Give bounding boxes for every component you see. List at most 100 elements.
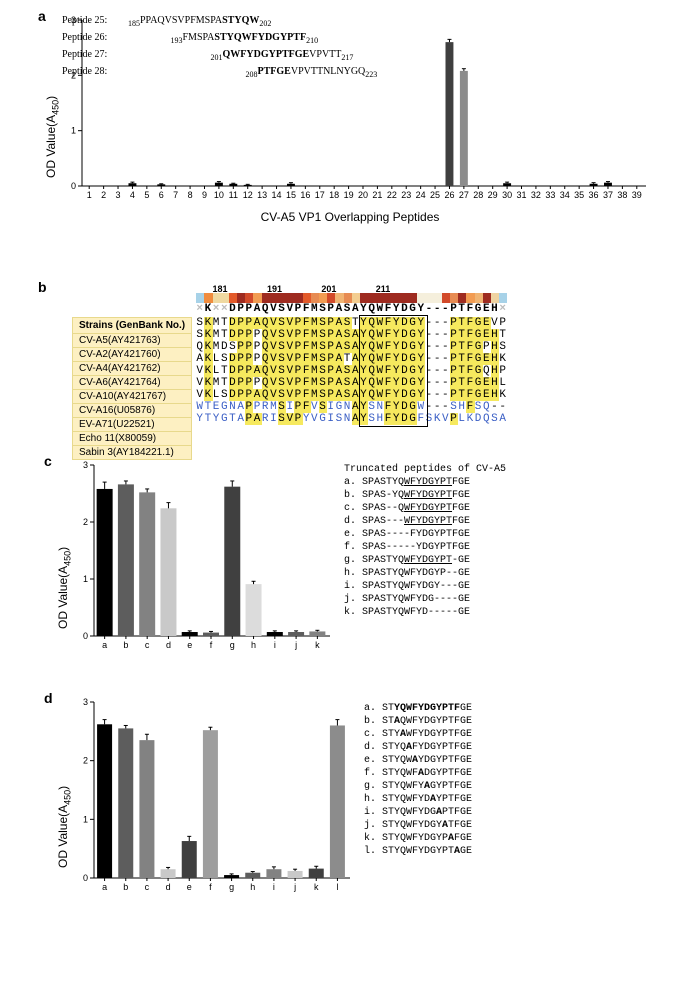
bar bbox=[309, 631, 325, 636]
panel-d-label: d bbox=[44, 690, 53, 706]
bar bbox=[97, 489, 113, 636]
svg-text:e: e bbox=[187, 882, 192, 892]
strain-name: CV-A16(U05876) bbox=[72, 404, 192, 418]
strain-name: CV-A10(AY421767) bbox=[72, 390, 192, 404]
seq-row: VKMTDPPPQVSVPFMSPASAYQWFYDGY---PTFGEHL bbox=[196, 377, 507, 389]
strain-name: CV-A5(AY421763) bbox=[72, 334, 192, 348]
svg-text:6: 6 bbox=[159, 190, 164, 200]
seq-row: WTEGNAPPRMSIPFVSIGNAYSNFYDGW---SHFSQ-- bbox=[196, 401, 507, 413]
seq-row: AKLSDPPPQVSVPFMSPATAYQWFYDGY---PTFGEHK bbox=[196, 353, 507, 365]
svg-text:d: d bbox=[166, 882, 171, 892]
svg-text:34: 34 bbox=[560, 190, 570, 200]
bar bbox=[215, 183, 223, 186]
svg-text:26: 26 bbox=[444, 190, 454, 200]
bar bbox=[161, 869, 176, 878]
strain-name: Sabin 3(AY184221.1) bbox=[72, 446, 192, 460]
peptide-row: j. STYQWFYDGYATFGE bbox=[364, 819, 472, 832]
bar bbox=[245, 873, 260, 878]
svg-text:l: l bbox=[336, 882, 338, 892]
svg-text:j: j bbox=[294, 640, 297, 650]
bar bbox=[97, 724, 112, 878]
svg-text:a: a bbox=[102, 640, 107, 650]
strain-name: CV-A2(AY421760) bbox=[72, 348, 192, 362]
bar bbox=[503, 183, 511, 186]
svg-text:18: 18 bbox=[329, 190, 339, 200]
seq-row: SKMTDPPPQVSVPFMSPASAYQWFYDGY---PTFGEHT bbox=[196, 329, 507, 341]
bar bbox=[139, 740, 154, 878]
svg-text:a: a bbox=[102, 882, 107, 892]
peptide-row: a. STYQWFYDGYPTFGE bbox=[364, 702, 472, 715]
svg-text:2: 2 bbox=[83, 756, 88, 766]
svg-text:10: 10 bbox=[214, 190, 224, 200]
svg-text:25: 25 bbox=[430, 190, 440, 200]
strain-header: Strains (GenBank No.) bbox=[72, 317, 192, 334]
svg-text:1: 1 bbox=[71, 126, 76, 136]
svg-text:20: 20 bbox=[358, 190, 368, 200]
bar bbox=[266, 869, 281, 878]
bar bbox=[288, 871, 303, 878]
svg-text:3: 3 bbox=[116, 190, 121, 200]
svg-text:j: j bbox=[293, 882, 296, 892]
strain-name: Echo 11(X80059) bbox=[72, 432, 192, 446]
bar bbox=[287, 184, 295, 186]
svg-text:b: b bbox=[123, 882, 128, 892]
svg-text:33: 33 bbox=[545, 190, 555, 200]
svg-text:4: 4 bbox=[130, 190, 135, 200]
svg-text:28: 28 bbox=[473, 190, 483, 200]
svg-text:37: 37 bbox=[603, 190, 613, 200]
svg-text:22: 22 bbox=[387, 190, 397, 200]
svg-text:30: 30 bbox=[502, 190, 512, 200]
svg-text:16: 16 bbox=[300, 190, 310, 200]
svg-text:f: f bbox=[209, 882, 212, 892]
bar bbox=[604, 183, 612, 186]
panel-a: a Peptide 25:185PPAQVSVPFMSPASTYQW202Pep… bbox=[12, 8, 661, 233]
bar bbox=[224, 875, 239, 878]
svg-text:23: 23 bbox=[401, 190, 411, 200]
svg-text:i: i bbox=[274, 640, 276, 650]
svg-text:c: c bbox=[145, 640, 150, 650]
peptide-row: i. STYQWFYDGAPTFGE bbox=[364, 806, 472, 819]
svg-text:g: g bbox=[229, 882, 234, 892]
svg-text:21: 21 bbox=[372, 190, 382, 200]
bar bbox=[460, 71, 468, 186]
bar bbox=[128, 183, 136, 186]
bar bbox=[244, 185, 252, 186]
peptide-row: e. STYQWAYDGYPTFGE bbox=[364, 754, 472, 767]
peptide-row: d. SPAS---WFYDGYPTFGE bbox=[344, 515, 506, 528]
svg-text:14: 14 bbox=[272, 190, 282, 200]
svg-text:31: 31 bbox=[517, 190, 527, 200]
peptide-row: j. SPASTYQWFYDG----GE bbox=[344, 593, 506, 606]
peptide-row: e. SPAS----FYDGYPTFGE bbox=[344, 528, 506, 541]
panel-c-label: c bbox=[44, 453, 52, 469]
bar bbox=[445, 42, 453, 186]
bar bbox=[157, 184, 165, 186]
peptide-row: k. STYQWFYDGYPAFGE bbox=[364, 832, 472, 845]
svg-text:7: 7 bbox=[173, 190, 178, 200]
bar bbox=[590, 184, 598, 186]
svg-text:36: 36 bbox=[589, 190, 599, 200]
bar bbox=[203, 730, 218, 878]
peptide-row: c. SPAS--QWFYDGYPTFGE bbox=[344, 502, 506, 515]
strain-name: EV-A71(U22521) bbox=[72, 418, 192, 432]
panel-d-peptide-list: a. STYQWFYDGYPTFGEb. STAQWFYDGYPTFGEc. S… bbox=[364, 702, 472, 858]
peptide-row: f. SPAS-----YDGYPTFGE bbox=[344, 541, 506, 554]
panel-a-ylabel: OD Value(A450) bbox=[44, 96, 60, 178]
strain-name: CV-A4(AY421762) bbox=[72, 362, 192, 376]
panel-a-xlabel: CV-A5 VP1 Overlapping Peptides bbox=[60, 210, 640, 224]
svg-text:c: c bbox=[145, 882, 150, 892]
seq-row: QKMDSPPPQVSVPFMSPASAYQWFYDGY---PTFGPHS bbox=[196, 341, 507, 353]
peptide-row: k. SPASTYQWFYD-----GE bbox=[344, 606, 506, 619]
peptide-row: c. STYAWFYDGYPTFGE bbox=[364, 728, 472, 741]
bar bbox=[288, 632, 304, 636]
alignment: Strains (GenBank No.)CV-A5(AY421763)CV-A… bbox=[72, 283, 507, 460]
bar bbox=[224, 487, 240, 636]
svg-text:1: 1 bbox=[83, 574, 88, 584]
svg-text:13: 13 bbox=[257, 190, 267, 200]
svg-text:d: d bbox=[166, 640, 171, 650]
panel-c-ylabel: OD Value(A450) bbox=[56, 547, 72, 629]
bar bbox=[309, 869, 324, 878]
seq-row: VKLTDPPAQVSVPFMSPASAYQWFYDGY---PTFGQHP bbox=[196, 365, 507, 377]
bar bbox=[160, 508, 176, 636]
peptide-row: h. SPASTYQWFYDGYP--GE bbox=[344, 567, 506, 580]
svg-text:1: 1 bbox=[87, 190, 92, 200]
